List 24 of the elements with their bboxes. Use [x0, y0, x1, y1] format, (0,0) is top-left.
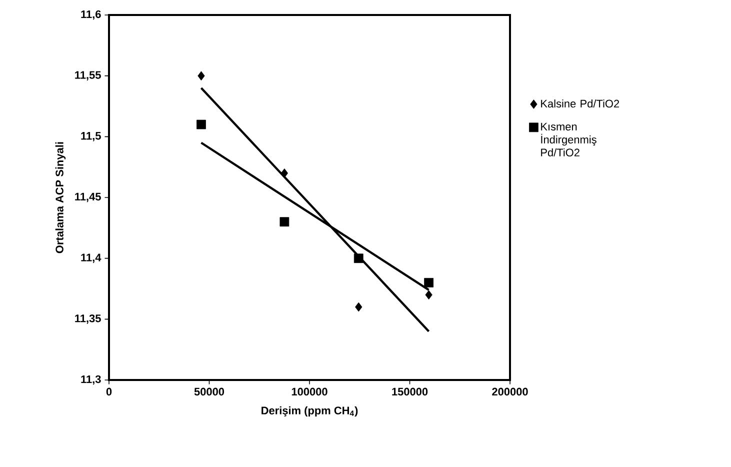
x-tick-label: 0 [106, 388, 112, 396]
x-tick-label: 150000 [392, 388, 428, 396]
y-tick-label: 11,55 [75, 71, 101, 80]
y-tick-label: 11,4 [81, 254, 102, 263]
legend-label: Kısmen İndirgenmiş Pd/TiO2 [541, 122, 596, 156]
point [425, 290, 432, 300]
x-tick-label: 100000 [292, 388, 328, 396]
point [280, 217, 290, 227]
legend-label: Kalsine Pd/TiO2 [541, 99, 620, 108]
y-tick-label: 11,6 [81, 10, 101, 20]
point [355, 302, 362, 312]
x-axis-title: Derişim (ppm CH$_{4}$) [262, 406, 358, 417]
y-axis-title: Ortalama ACP Sinyali [55, 142, 66, 254]
y-tick-label: 11,5 [81, 132, 101, 142]
x-tick-label: 50000 [194, 388, 224, 396]
point [354, 254, 364, 264]
point [424, 278, 434, 288]
point [280, 168, 288, 178]
y-tick-label: 11,45 [75, 192, 101, 202]
point [196, 120, 206, 130]
y-tick-label: 11,35 [75, 314, 101, 324]
y-tick-label: 11,3 [81, 375, 101, 385]
x-tick-label: 200000 [492, 388, 528, 396]
point [198, 71, 205, 81]
